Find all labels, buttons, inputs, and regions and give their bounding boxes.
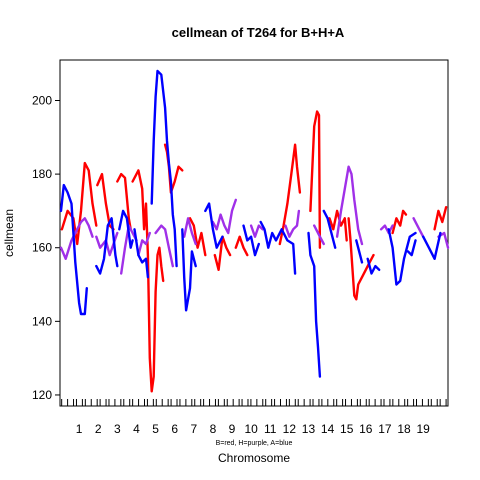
y-tick-label: 120 bbox=[32, 388, 52, 402]
series-A-segment bbox=[355, 239, 364, 264]
series-B-segment bbox=[234, 235, 249, 257]
series-H bbox=[59, 165, 450, 275]
y-tick-label: 160 bbox=[32, 241, 52, 255]
series-A-segment bbox=[322, 209, 337, 249]
series-A bbox=[59, 69, 442, 378]
x-tick-label: 18 bbox=[397, 422, 411, 436]
series-A-segment bbox=[259, 220, 297, 275]
series-H-segment bbox=[249, 224, 264, 238]
series-B-segment bbox=[188, 217, 207, 257]
series-A-segment bbox=[133, 228, 150, 279]
x-axis-label: Chromosome bbox=[218, 451, 290, 465]
series-layer bbox=[59, 69, 450, 393]
x-tick-label: 12 bbox=[283, 422, 297, 436]
plot-frame bbox=[59, 59, 449, 407]
x-tick-label: 3 bbox=[114, 422, 121, 436]
series-B-segment bbox=[116, 172, 132, 231]
x-tick-label: 13 bbox=[302, 422, 316, 436]
x-tick-label: 8 bbox=[210, 422, 217, 436]
series-B-segment bbox=[309, 110, 322, 249]
series-A-segment bbox=[95, 217, 119, 275]
series-H-segment bbox=[154, 224, 174, 268]
x-tick-label: 10 bbox=[244, 422, 258, 436]
x-tick-label: 16 bbox=[359, 422, 373, 436]
series-B-segment bbox=[96, 172, 115, 231]
series-B-segment bbox=[278, 143, 302, 246]
series-H-segment bbox=[284, 209, 301, 238]
series-A-segment bbox=[406, 239, 417, 257]
y-axis-label: cellmean bbox=[2, 209, 16, 257]
series-B-segment bbox=[213, 235, 232, 271]
series-A-segment bbox=[387, 228, 417, 286]
series-A-segment bbox=[59, 183, 88, 316]
series-H-segment bbox=[137, 231, 151, 257]
series-B-segment bbox=[60, 161, 98, 246]
y-tick-label: 180 bbox=[32, 167, 52, 181]
series-H-segment bbox=[379, 224, 394, 235]
series-H-segment bbox=[335, 165, 364, 246]
x-tick-label: 15 bbox=[340, 422, 354, 436]
x-axis: 1 2 3 4 5 6 7 8 9 10 11 12 13 14 15 16 17 18 19 bbox=[61, 399, 447, 436]
chart-title: cellmean of T264 for B+H+A bbox=[172, 25, 345, 40]
x-tick-label: 4 bbox=[133, 422, 140, 436]
x-tick-label: 9 bbox=[229, 422, 236, 436]
x-tick-label: 19 bbox=[416, 422, 430, 436]
y-tick-label: 200 bbox=[32, 93, 52, 107]
series-A-segment bbox=[366, 257, 381, 275]
series-A-segment bbox=[422, 231, 442, 260]
x-tick-label: 11 bbox=[264, 422, 277, 436]
series-A-segment bbox=[118, 209, 134, 249]
series-B-segment bbox=[391, 209, 408, 235]
series-H-segment bbox=[59, 217, 94, 260]
x-tick-label: 6 bbox=[171, 422, 178, 436]
series-A-segment bbox=[242, 224, 260, 257]
y-tick-label: 140 bbox=[32, 314, 52, 328]
color-note: B=red, H=purple, A=blue bbox=[216, 440, 293, 447]
x-tick-label: 5 bbox=[152, 422, 159, 436]
x-tick-label: 14 bbox=[321, 422, 335, 436]
series-H-segment bbox=[412, 217, 425, 238]
series-A-segment bbox=[204, 202, 224, 249]
series-A-segment bbox=[150, 69, 178, 268]
series-B-segment bbox=[131, 169, 165, 393]
series-H-segment bbox=[313, 224, 325, 246]
series-B-segment bbox=[433, 206, 448, 231]
x-tick-label: 2 bbox=[95, 422, 102, 436]
x-tick-label: 1 bbox=[76, 422, 83, 436]
x-tick-label: 7 bbox=[190, 422, 197, 436]
series-H-segment bbox=[211, 198, 237, 235]
y-axis: 120 140 160 180 200 bbox=[32, 93, 60, 402]
x-tick-label: 17 bbox=[378, 422, 392, 436]
series-A-segment bbox=[307, 231, 322, 378]
series-A-segment bbox=[181, 228, 197, 312]
series-H-segment bbox=[183, 217, 197, 246]
